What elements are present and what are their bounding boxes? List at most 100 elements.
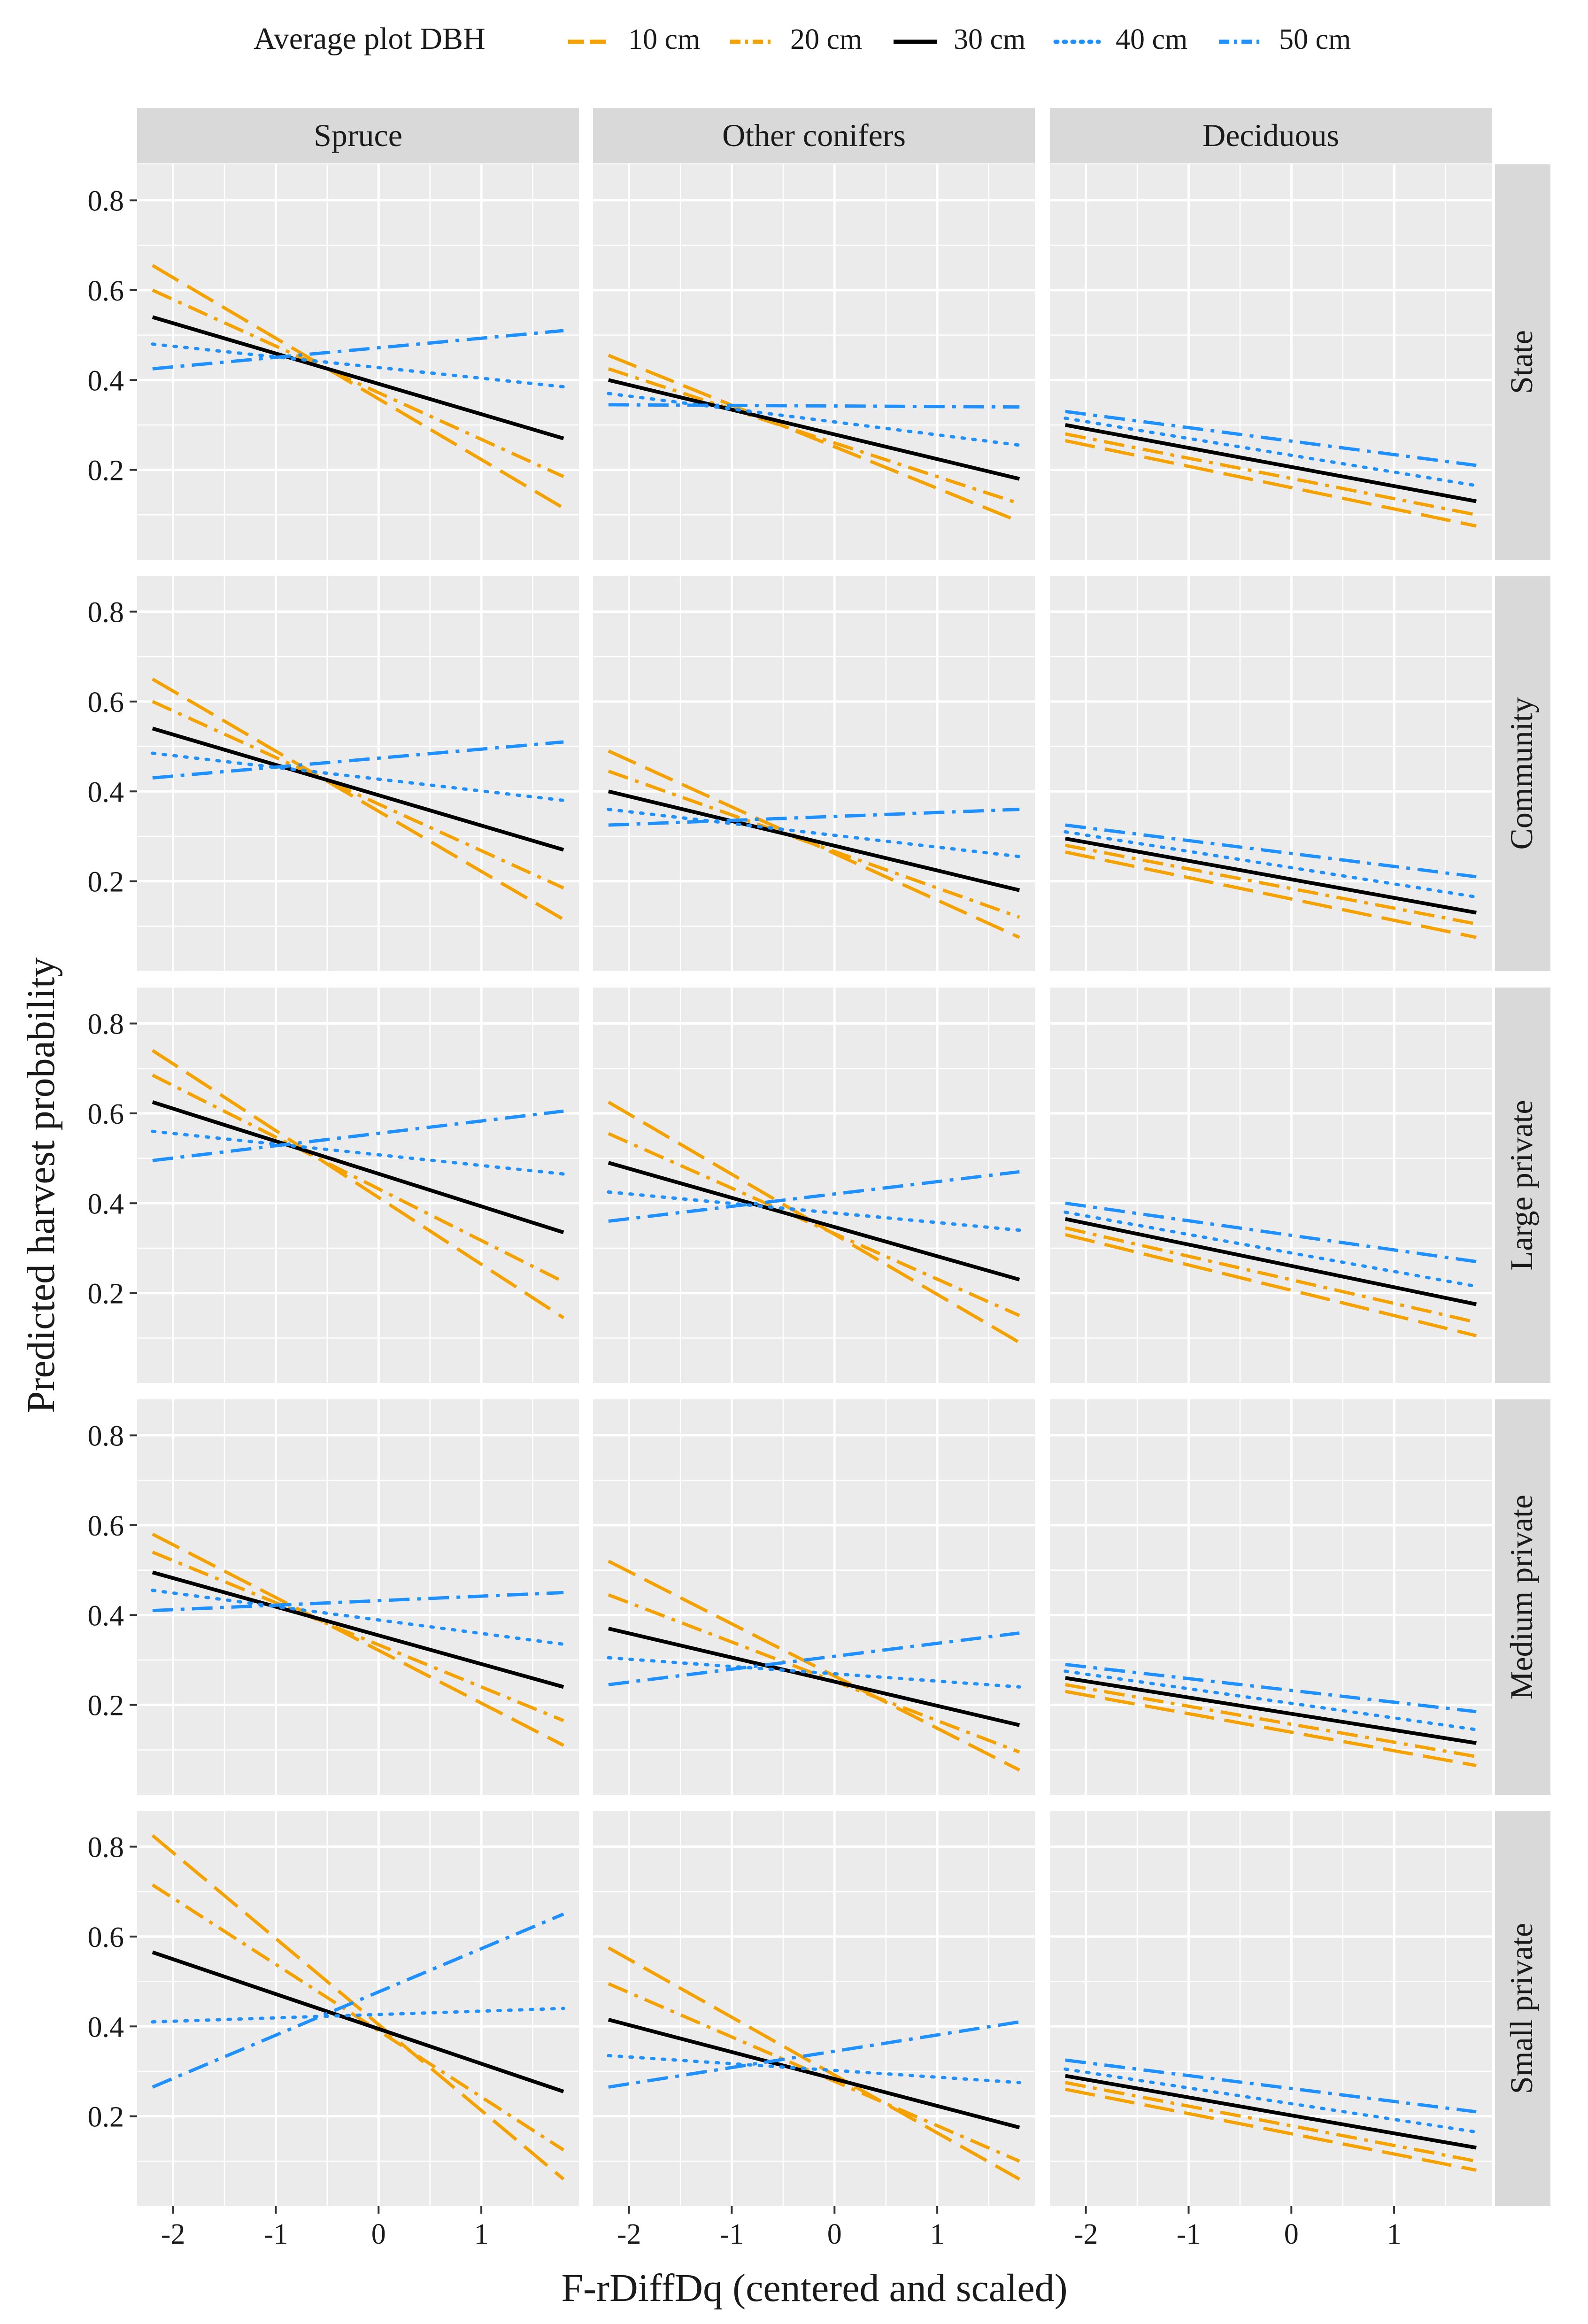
strip-background <box>1495 1811 1550 2206</box>
y-tick-label: 0.8 <box>88 185 124 217</box>
y-tick-label: 0.8 <box>88 1832 124 1864</box>
y-tick-label: 0.4 <box>88 1188 124 1220</box>
series-line-40-cm <box>607 1656 1021 1689</box>
y-axis-title: Predicted harvest probability <box>19 957 63 1413</box>
series-line-10-cm <box>608 354 1020 523</box>
series-line-20-cm <box>608 769 1020 919</box>
y-axis-row-4: 0.2 0.4 0.6 0.8 <box>88 1832 137 2133</box>
series-line-50-cm <box>152 329 564 371</box>
series-line-10-cm <box>1065 439 1477 528</box>
series-line-40-cm <box>607 392 1021 447</box>
series-line-10-cm <box>151 1049 565 1320</box>
y-tick-label: 0.2 <box>88 1278 124 1310</box>
series-line-30-cm <box>152 315 564 440</box>
y-tick-label: 0.8 <box>88 1009 124 1041</box>
x-tick-label: -1 <box>1177 2218 1201 2250</box>
series-line-30-cm <box>608 2018 1020 2130</box>
panel-0-1 <box>593 164 1035 560</box>
y-tick-label: 0.8 <box>88 597 124 629</box>
x-axis-col-0: -2 -1 0 1 <box>161 2206 489 2250</box>
row-strip-label: Community <box>1503 697 1539 850</box>
series-line-30-cm <box>1065 836 1477 915</box>
panel-0-0 <box>137 164 579 560</box>
series-line-40-cm <box>607 1190 1021 1232</box>
series-line-30-cm <box>1065 2074 1477 2150</box>
panel-background <box>137 164 579 560</box>
panel-background <box>593 576 1035 971</box>
series-line-20-cm <box>1065 843 1477 926</box>
row-strip-label: Small private <box>1503 1923 1539 2094</box>
row-strip-1: Community <box>1495 576 1550 971</box>
series-line-40-cm <box>151 751 565 802</box>
series-line-40-cm <box>607 2054 1021 2085</box>
strip-background <box>1495 988 1550 1383</box>
series-line-50-cm <box>1065 1201 1477 1264</box>
x-axis-title: F-rDiffDq (centered and scaled) <box>561 2266 1067 2310</box>
panel-3-2 <box>1050 1399 1492 1795</box>
y-tick-label: 0.2 <box>88 455 124 487</box>
series-line-20-cm <box>608 1132 1020 1317</box>
series-line-10-cm <box>608 749 1020 939</box>
series-line-50-cm <box>152 1591 564 1613</box>
panel-background <box>593 988 1035 1383</box>
panel-0-2 <box>1050 164 1492 560</box>
x-axis-col-2: -2 -1 0 1 <box>1074 2206 1402 2250</box>
legend-key-bg <box>1051 21 1103 63</box>
strip-background <box>1050 108 1492 163</box>
row-strip-3: Medium private <box>1495 1399 1550 1795</box>
series-line-50-cm <box>608 403 1020 409</box>
x-tick-label: -2 <box>617 2218 641 2250</box>
x-tick-label: 1 <box>474 2218 489 2250</box>
y-tick-label: 0.4 <box>88 1600 124 1632</box>
series-line-20-cm <box>152 1073 564 1283</box>
legend-entry-label: 40 cm <box>1116 23 1187 55</box>
panel-background <box>1050 164 1492 560</box>
series-line-50-cm <box>152 1912 564 2089</box>
y-tick-label: 0.2 <box>88 866 124 898</box>
series-line-20-cm <box>152 700 564 890</box>
strip-background <box>1495 1399 1550 1795</box>
y-axis-row-2: 0.2 0.4 0.6 0.8 <box>88 1009 137 1310</box>
series-line-20-cm <box>1065 432 1477 517</box>
series-line-30-cm <box>152 1100 564 1235</box>
series-line-10-cm <box>608 1946 1020 2181</box>
series-line-10-cm <box>608 1560 1020 1772</box>
strip-background <box>137 108 579 163</box>
series-line-50-cm <box>152 740 564 780</box>
x-tick-label: 0 <box>827 2218 842 2250</box>
series-line-50-cm <box>608 2020 1020 2089</box>
series-line-30-cm <box>152 1570 564 1689</box>
panel-background <box>137 1399 579 1795</box>
panel-background <box>593 1811 1035 2206</box>
series-line-40-cm <box>151 342 565 389</box>
panel-2-2 <box>1050 988 1492 1383</box>
x-tick-label: 1 <box>930 2218 945 2250</box>
series-line-10-cm <box>1065 1690 1477 1768</box>
panel-1-1 <box>593 576 1035 971</box>
series-line-40-cm <box>151 2007 565 2024</box>
series-line-30-cm <box>608 789 1020 892</box>
legend-key-30-cm: 30 cm <box>889 21 1025 63</box>
series-line-40-cm <box>1064 2067 1478 2134</box>
y-tick-label: 0.6 <box>88 275 124 307</box>
strip-background <box>1495 164 1550 560</box>
series-line-20-cm <box>608 367 1020 505</box>
series-line-40-cm <box>1064 830 1478 899</box>
panel-4-2 <box>1050 1811 1492 2206</box>
y-tick-label: 0.4 <box>88 2011 124 2043</box>
series-line-20-cm <box>151 1883 565 2152</box>
row-strip-label: Large private <box>1503 1100 1539 1270</box>
y-axis-row-3: 0.2 0.4 0.6 0.8 <box>88 1421 137 1722</box>
legend-entry-label: 10 cm <box>628 23 700 55</box>
panel-3-0 <box>137 1399 579 1795</box>
column-strip-label: Deciduous <box>1203 117 1339 153</box>
series-line-10-cm <box>1065 2087 1477 2172</box>
legend-key-50-cm: 50 cm <box>1214 21 1351 63</box>
y-tick-label: 0.6 <box>88 1510 124 1542</box>
panel-4-1 <box>593 1811 1035 2206</box>
series-line-30-cm <box>1065 423 1477 503</box>
y-tick-label: 0.8 <box>88 1421 124 1452</box>
panel-2-0 <box>137 988 579 1383</box>
legend-title: Average plot DBH <box>254 22 486 56</box>
